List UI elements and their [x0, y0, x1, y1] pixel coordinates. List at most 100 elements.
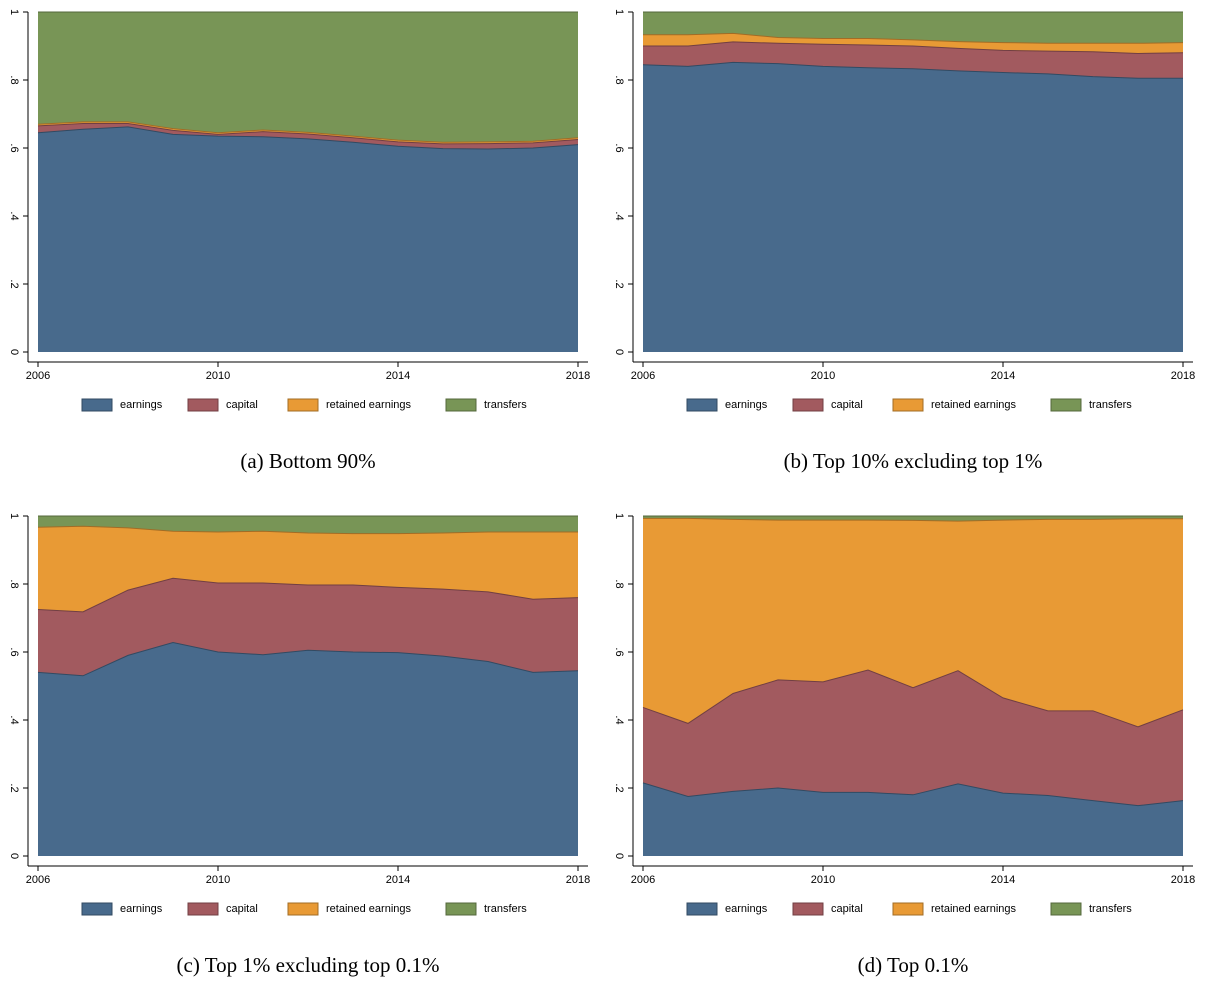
legend-swatch — [81, 398, 113, 412]
y-tick-label: 0 — [8, 349, 20, 355]
x-tick-label: 2014 — [386, 874, 410, 886]
y-tick-label: 1 — [8, 513, 20, 519]
y-tick-label: .6 — [8, 647, 20, 656]
area-edge — [643, 41, 1184, 54]
legend-swatch — [445, 398, 477, 412]
y-tick-label: 1 — [613, 513, 625, 519]
y-tick-label: .2 — [8, 279, 20, 288]
y-tick-label: .8 — [613, 75, 625, 84]
y-tick-label: .4 — [613, 715, 625, 724]
legend-swatch — [892, 902, 924, 916]
area-fill — [643, 62, 1183, 352]
area-fill — [38, 642, 578, 856]
area-fill — [643, 670, 1183, 806]
x-tick-label: 2010 — [206, 370, 230, 382]
x-tick-label: 2014 — [991, 370, 1015, 382]
area-fill — [643, 33, 1183, 54]
legend-swatch — [792, 902, 824, 916]
legend-swatch — [187, 398, 219, 412]
x-tick-label: 2010 — [811, 370, 835, 382]
legend-label: earnings — [725, 399, 768, 411]
area-edge — [37, 641, 579, 677]
legend-label: retained earnings — [326, 399, 412, 411]
legend-swatch — [81, 902, 113, 916]
y-tick-label: .2 — [613, 783, 625, 792]
x-tick-label: 2006 — [631, 370, 655, 382]
y-tick-label: .2 — [8, 783, 20, 792]
legend-label: retained earnings — [326, 903, 412, 915]
area-edge — [37, 525, 578, 535]
legend-label: earnings — [120, 399, 163, 411]
legend-label: retained earnings — [931, 399, 1017, 411]
area-fill — [643, 12, 1183, 44]
y-tick-label: .4 — [8, 211, 20, 220]
area-edge — [642, 669, 1184, 728]
x-tick-label: 2010 — [206, 874, 230, 886]
y-tick-label: .6 — [613, 647, 625, 656]
y-tick-label: .4 — [8, 715, 20, 724]
legend-swatch — [287, 902, 319, 916]
area-edge — [642, 61, 1183, 79]
legend-label: capital — [831, 903, 863, 915]
area-fill — [643, 41, 1183, 79]
panel: 0 .2 .4 .6 .8 1 2006 2010 2014 2018 earnings capita… — [8, 513, 590, 977]
area-fill — [38, 126, 578, 352]
area-fill — [38, 12, 578, 143]
legend-swatch — [792, 398, 824, 412]
x-tick-label: 2018 — [1171, 370, 1195, 382]
area-edge — [37, 123, 579, 145]
y-tick-label: 1 — [8, 9, 20, 15]
legend-swatch — [686, 398, 718, 412]
y-tick-label: .6 — [613, 143, 625, 152]
y-tick-label: .8 — [8, 75, 20, 84]
x-tick-label: 2010 — [811, 874, 835, 886]
legend-label: capital — [831, 399, 863, 411]
legend-label: transfers — [484, 903, 527, 915]
y-tick-label: 1 — [613, 9, 625, 15]
area-fill — [38, 526, 578, 612]
panel: 0 .2 .4 .6 .8 1 2006 2010 2014 2018 earnings capita… — [613, 9, 1195, 473]
legend-label: transfers — [484, 399, 527, 411]
legend-swatch — [187, 902, 219, 916]
y-tick-label: .2 — [613, 279, 625, 288]
y-tick-label: 0 — [613, 853, 625, 859]
area-edge — [642, 782, 1184, 807]
x-tick-label: 2006 — [26, 874, 50, 886]
legend-swatch — [445, 902, 477, 916]
x-tick-label: 2018 — [566, 370, 590, 382]
area-edge — [37, 577, 579, 613]
legend-label: earnings — [725, 903, 768, 915]
area-fill — [643, 782, 1183, 856]
y-tick-label: .4 — [613, 211, 625, 220]
legend-label: capital — [226, 903, 258, 915]
x-tick-label: 2014 — [991, 874, 1015, 886]
legend-swatch — [892, 398, 924, 412]
y-tick-label: .6 — [8, 143, 20, 152]
panel: 0 .2 .4 .6 .8 1 2006 2010 2014 2018 earnings capita… — [8, 9, 590, 473]
area-edge — [643, 32, 1184, 44]
x-tick-label: 2018 — [566, 874, 590, 886]
caption: (a) Bottom 90% — [240, 449, 375, 473]
legend-swatch — [1050, 398, 1082, 412]
x-tick-label: 2014 — [386, 370, 410, 382]
legend-swatch — [686, 902, 718, 916]
area-fill — [643, 518, 1183, 727]
legend-label: transfers — [1089, 399, 1132, 411]
x-tick-label: 2018 — [1171, 874, 1195, 886]
y-tick-label: 0 — [613, 349, 625, 355]
y-tick-label: .8 — [613, 579, 625, 588]
legend-swatch — [287, 398, 319, 412]
y-tick-label: .8 — [8, 579, 20, 588]
legend-swatch — [1050, 902, 1082, 916]
legend-label: retained earnings — [931, 903, 1017, 915]
area-edge — [37, 121, 579, 143]
legend-label: capital — [226, 399, 258, 411]
area-fill — [38, 516, 578, 534]
y-tick-label: 0 — [8, 853, 20, 859]
area-fill — [38, 121, 578, 144]
x-tick-label: 2006 — [26, 370, 50, 382]
area-edge — [37, 126, 579, 150]
x-tick-label: 2006 — [631, 874, 655, 886]
legend-label: earnings — [120, 903, 163, 915]
